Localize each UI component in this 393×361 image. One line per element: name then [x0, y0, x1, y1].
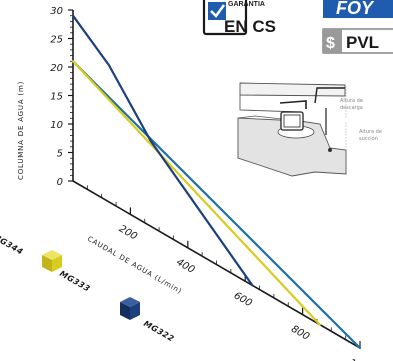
y-tick-label: 25 — [50, 35, 63, 46]
suction-height-label-1: Altura de — [359, 129, 382, 135]
legend-cube-mg322 — [120, 297, 140, 320]
x-tick-label: 400 — [174, 257, 196, 276]
discharge-height-label-2: descarga — [340, 105, 363, 111]
y-tick-label: 10 — [50, 120, 63, 131]
legend-label-mg322: MG322 — [142, 319, 176, 344]
x-tick-label: 200 — [117, 223, 139, 242]
pvl-badge: $ PVL — [322, 28, 393, 54]
y-tick-label: 0 — [57, 177, 63, 188]
y-tick-label: 30 — [50, 6, 63, 17]
brand-text: FOY — [336, 0, 375, 18]
brand-badge: FOY — [323, 0, 393, 18]
x-tick-label: 600 — [232, 290, 254, 309]
guarantee-top-text: GARANTIA — [228, 1, 265, 8]
y-axis-title: COLUMNA DE AGUA (m) — [17, 81, 25, 180]
legend-label-mg344: MG344 — [0, 232, 25, 257]
y-tick-label: 15 — [50, 92, 63, 103]
discharge-height-label-1: Altura de — [340, 98, 363, 104]
guarantee-bottom-text: EN CS — [224, 17, 276, 36]
legend: MG344 MG333 MG322 — [0, 232, 176, 344]
series-layer — [71, 14, 362, 350]
legend-label-mg333: MG333 — [58, 269, 92, 294]
series-line-mg344 — [71, 60, 362, 350]
legend-cube-mg333 — [42, 250, 62, 272]
x-axis-title: CAUDAL DE AGUA (L/min) — [86, 235, 183, 296]
series-line-mg322 — [71, 14, 254, 287]
y-axis-ticks: 0 5 10 15 20 25 30 — [50, 6, 73, 188]
y-tick-label: 5 — [57, 149, 63, 160]
series-line-mg333 — [71, 60, 321, 326]
checkmark-icon — [208, 2, 226, 20]
guarantee-badge: GARANTIA EN CS — [202, 0, 276, 36]
pvl-text: PVL — [346, 33, 379, 52]
suction-height-label-2: succión — [359, 135, 378, 142]
y-tick-label: 20 — [50, 63, 63, 74]
pump-icon — [280, 111, 304, 131]
currency-icon: $ — [326, 35, 335, 52]
x-tick-label: 1000 — [347, 357, 375, 361]
x-tick-label: 800 — [289, 324, 311, 343]
pump-installation-diagram: Altura de descarga Altura de succión — [237, 82, 382, 177]
